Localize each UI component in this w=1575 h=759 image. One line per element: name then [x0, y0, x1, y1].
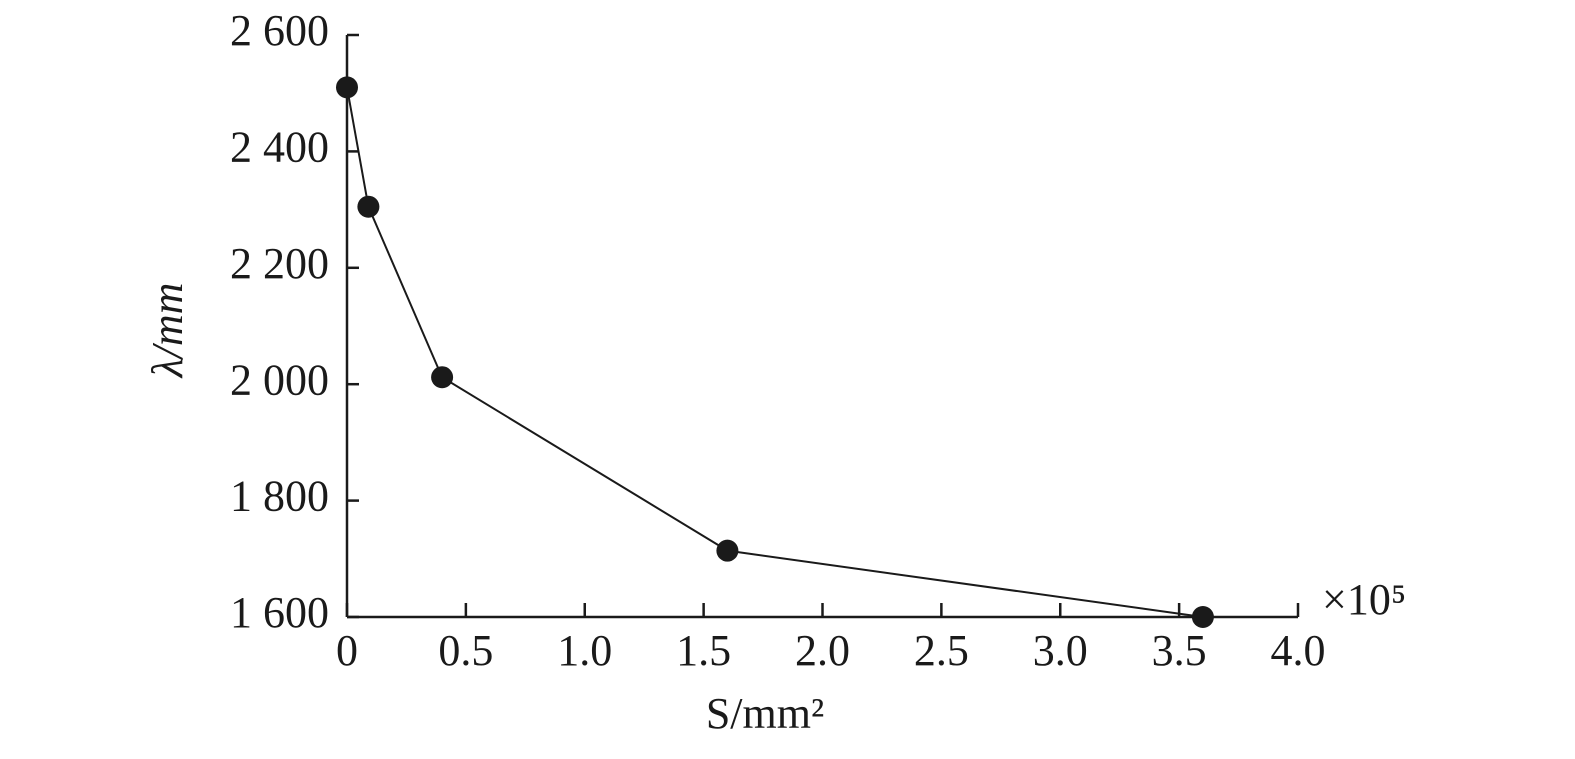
- x-tick-label: 2.5: [914, 626, 969, 675]
- data-point: [1191, 606, 1214, 628]
- x-tick-label: 0.5: [438, 626, 493, 675]
- y-tick-label: 2 600: [230, 6, 329, 55]
- y-tick-label: 1 800: [230, 472, 329, 521]
- x-tick-label: 1.5: [676, 626, 731, 675]
- x-tick-label: 2.0: [795, 626, 850, 675]
- data-point: [431, 366, 454, 389]
- x-tick-label: 4.0: [1271, 626, 1326, 675]
- x-tick-label: 1.0: [557, 626, 612, 675]
- data-line: [346, 87, 1204, 618]
- data-point: [716, 539, 739, 562]
- x-tick-label: 3.5: [1152, 626, 1207, 675]
- x-axis-label: S/mm²: [706, 689, 824, 738]
- x-tick-label: 0: [336, 626, 358, 675]
- y-tick-label: 2 000: [230, 355, 329, 404]
- y-tick-label: 2 200: [230, 239, 329, 288]
- x-tick-label: 3.0: [1033, 626, 1088, 675]
- y-tick-label: 2 400: [230, 122, 329, 171]
- y-axis-label: λ/mm: [143, 283, 192, 380]
- data-point: [336, 76, 358, 99]
- x-multiplier: ×10⁵: [1322, 575, 1406, 624]
- data-point: [357, 195, 380, 218]
- y-tick-label: 1 600: [230, 588, 329, 637]
